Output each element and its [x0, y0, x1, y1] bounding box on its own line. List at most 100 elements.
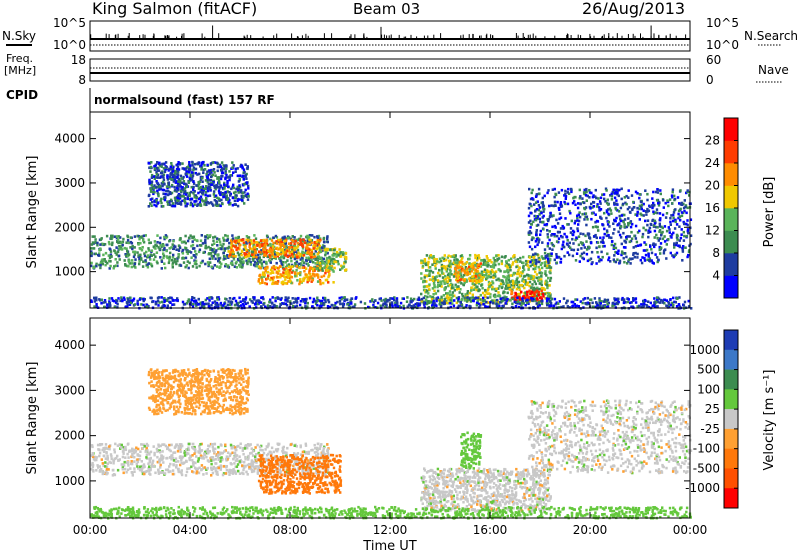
power-cell: [237, 235, 240, 239]
power-cell: [528, 284, 531, 288]
power-cell: [113, 235, 117, 238]
power-cell: [186, 195, 189, 198]
power-cell: [620, 187, 623, 191]
power-cell: [272, 236, 275, 240]
power-cell: [686, 219, 689, 222]
power-cell: [199, 203, 202, 206]
power-cell: [540, 278, 543, 281]
power-cell: [447, 264, 451, 268]
power-cell: [173, 175, 177, 178]
power-cell: [613, 254, 616, 257]
power-cell: [528, 245, 532, 249]
power-cell: [502, 290, 505, 294]
power-cell: [243, 242, 246, 246]
power-cell: [109, 264, 112, 268]
power-cell: [501, 280, 505, 283]
power-cell: [170, 296, 173, 300]
power-cell: [474, 256, 477, 260]
power-cell: [189, 234, 192, 237]
power-cell: [117, 238, 120, 241]
power-cell: [441, 267, 444, 270]
power-cell: [237, 258, 240, 262]
power-cell: [465, 269, 469, 273]
power-cell: [234, 254, 237, 258]
power-cell: [129, 240, 133, 244]
power-cell: [626, 262, 629, 265]
power-cell: [298, 262, 301, 266]
power-cell: [241, 166, 244, 170]
power-cell: [288, 236, 291, 239]
power-cell: [206, 189, 210, 193]
power-cell: [236, 251, 240, 255]
power-cell: [530, 259, 533, 262]
power-cell: [319, 299, 322, 303]
power-cell: [556, 234, 559, 238]
power-cell: [222, 236, 225, 240]
power-cell: [109, 250, 113, 253]
power-cell: [224, 170, 227, 173]
power-cell: [660, 233, 663, 237]
power-cell: [446, 267, 449, 271]
power-cell: [267, 274, 270, 277]
power-cell: [460, 298, 463, 302]
power-cell: [305, 256, 308, 260]
power-cell: [491, 285, 494, 289]
power-cell: [640, 207, 643, 211]
power-cell: [325, 266, 328, 269]
power-cell: [156, 241, 159, 244]
power-cell: [619, 217, 622, 221]
power-cell: [500, 259, 503, 263]
power-cell: [612, 222, 615, 225]
power-cell: [484, 262, 487, 266]
power-cell: [181, 167, 184, 170]
power-cell: [220, 247, 223, 251]
power-cell: [558, 230, 561, 234]
power-cell: [474, 253, 477, 257]
power-cell: [175, 262, 178, 266]
power-cell: [470, 286, 473, 289]
power-cell: [462, 283, 465, 287]
power-cell: [516, 276, 519, 280]
power-cell: [506, 291, 509, 295]
power-cell: [459, 266, 462, 269]
power-cell: [550, 234, 553, 237]
power-cell: [644, 219, 647, 223]
power-cell: [429, 254, 433, 257]
power-cell: [226, 234, 229, 238]
power-cell: [461, 263, 464, 266]
power-cell: [508, 298, 511, 302]
power-cell: [204, 191, 208, 194]
power-cell: [225, 194, 228, 197]
power-cell: [540, 274, 543, 278]
power-cell: [221, 193, 224, 196]
power-cell: [227, 185, 230, 188]
power-cell: [645, 213, 648, 216]
power-cell: [613, 228, 616, 231]
power-cell: [196, 203, 199, 206]
power-cell: [620, 197, 623, 201]
power-cell: [447, 254, 450, 258]
power-cell: [581, 197, 584, 200]
power-cell: [558, 256, 561, 259]
power-cell: [245, 177, 248, 180]
power-cell: [160, 296, 163, 299]
power-cell: [174, 188, 177, 192]
power-cell: [569, 246, 572, 250]
power-cell: [201, 259, 204, 263]
power-cell: [540, 261, 544, 265]
power-cell: [172, 165, 175, 169]
power-cell: [189, 175, 192, 178]
power-cell: [136, 302, 139, 305]
power-cell: [203, 203, 206, 206]
power-cell: [240, 304, 243, 307]
power-cell: [119, 236, 122, 239]
power-cell: [119, 299, 122, 303]
power-cell: [318, 263, 321, 267]
power-cell: [450, 255, 453, 258]
power-cell: [157, 169, 161, 172]
power-cell: [212, 239, 215, 243]
power-cell: [443, 257, 446, 261]
power-cell: [678, 296, 681, 299]
power-cell: [607, 208, 610, 211]
power-cell: [459, 278, 463, 281]
